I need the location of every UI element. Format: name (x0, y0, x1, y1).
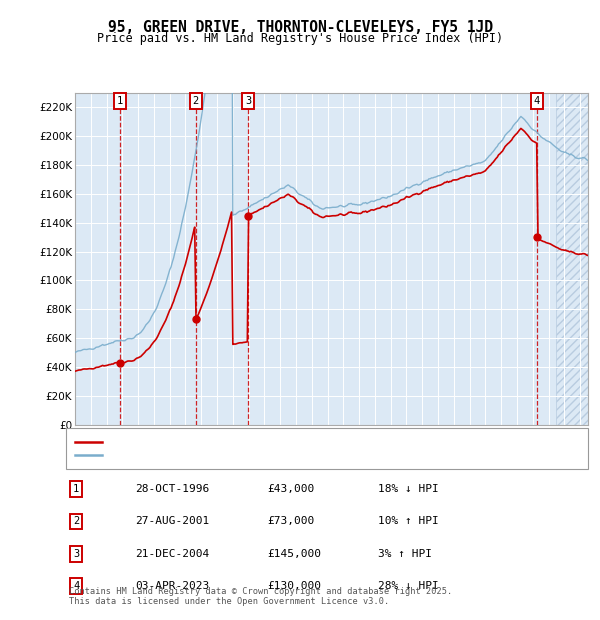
Text: 10% ↑ HPI: 10% ↑ HPI (378, 516, 439, 526)
Text: 21-DEC-2004: 21-DEC-2004 (135, 549, 209, 559)
Text: £145,000: £145,000 (267, 549, 321, 559)
Text: 95, GREEN DRIVE, THORNTON-CLEVELEYS, FY5 1JD: 95, GREEN DRIVE, THORNTON-CLEVELEYS, FY5… (107, 20, 493, 35)
Text: 2: 2 (73, 516, 79, 526)
Text: HPI: Average price, semi-detached house, Wyre: HPI: Average price, semi-detached house,… (108, 450, 373, 460)
Text: 18% ↓ HPI: 18% ↓ HPI (378, 484, 439, 494)
Text: 3% ↑ HPI: 3% ↑ HPI (378, 549, 432, 559)
Text: 27-AUG-2001: 27-AUG-2001 (135, 516, 209, 526)
Text: 4: 4 (533, 96, 540, 106)
Text: 28-OCT-1996: 28-OCT-1996 (135, 484, 209, 494)
Bar (556, 93, 588, 425)
Text: 95, GREEN DRIVE, THORNTON-CLEVELEYS, FY5 1JD (semi-detached house): 95, GREEN DRIVE, THORNTON-CLEVELEYS, FY5… (108, 437, 496, 447)
Text: £73,000: £73,000 (267, 516, 314, 526)
Text: 1: 1 (116, 96, 123, 106)
Text: 3: 3 (245, 96, 251, 106)
Text: 3: 3 (73, 549, 79, 559)
Text: 2: 2 (193, 96, 199, 106)
Text: Price paid vs. HM Land Registry's House Price Index (HPI): Price paid vs. HM Land Registry's House … (97, 32, 503, 45)
Text: Contains HM Land Registry data © Crown copyright and database right 2025.
This d: Contains HM Land Registry data © Crown c… (69, 587, 452, 606)
Text: 03-APR-2023: 03-APR-2023 (135, 581, 209, 591)
Text: 4: 4 (73, 581, 79, 591)
Text: £43,000: £43,000 (267, 484, 314, 494)
Text: £130,000: £130,000 (267, 581, 321, 591)
Text: 28% ↓ HPI: 28% ↓ HPI (378, 581, 439, 591)
Text: 1: 1 (73, 484, 79, 494)
